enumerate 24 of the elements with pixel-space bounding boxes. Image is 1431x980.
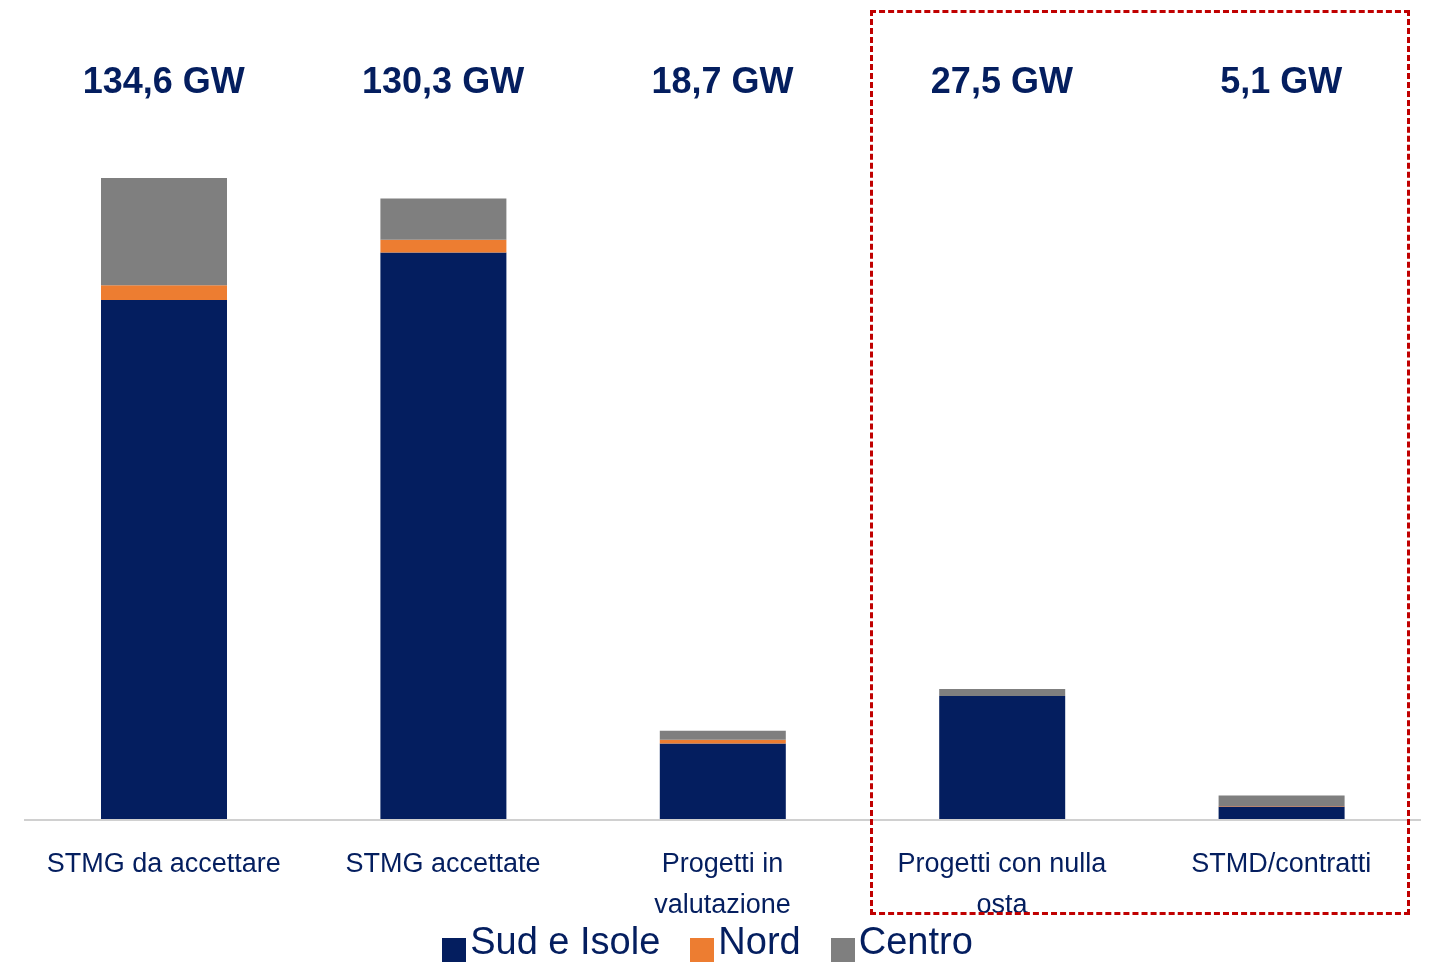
x-tick-label: STMD/contratti [1191,848,1372,878]
bar [659,743,786,820]
bar [659,739,786,744]
text: 130,3 GW [361,60,526,102]
bar [101,178,227,286]
bar [101,285,227,300]
bar [939,689,1066,697]
bar [380,252,507,820]
text: 5,1 GW [1219,60,1344,102]
bar [1218,795,1345,806]
bar [380,198,507,240]
bar [101,299,227,820]
legend-label: Centro [858,920,973,962]
legend-label: Sud e Isole [470,920,661,962]
x-tick-label: STMG accettate [345,848,541,878]
bar [939,696,1066,820]
bar [380,239,507,253]
x-tick-label: STMG da accettare [46,848,281,878]
text: 27,5 GW [929,60,1074,102]
text: 134,6 GW [81,60,246,102]
x-tick-label: Progetti in valutazione [654,848,791,919]
legend-label: Nord [718,920,801,962]
text: 18,7 GW [650,60,795,102]
bar [659,730,786,740]
